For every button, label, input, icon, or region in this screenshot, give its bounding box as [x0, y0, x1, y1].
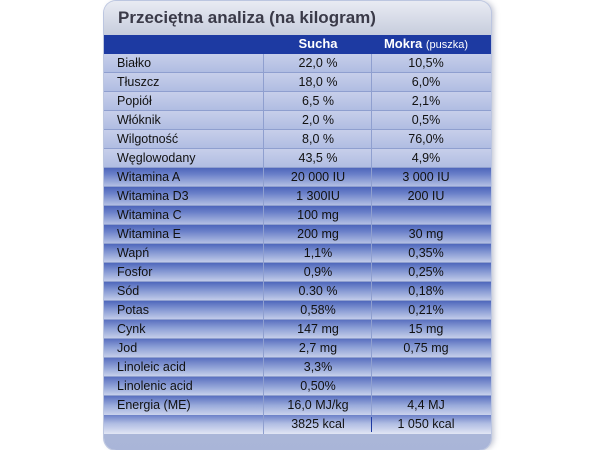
- dry-value: 22,0 %: [298, 56, 338, 70]
- wet-value: 2,1%: [411, 94, 441, 108]
- nutrient-name: Fosfor: [117, 265, 153, 279]
- table-row: Cynk 147 mg 15 mg: [104, 320, 491, 339]
- table-row: Witamina C 100 mg: [104, 206, 491, 225]
- table-row: Potas 0,58% 0,21%: [104, 301, 491, 320]
- wet-value: 30 mg: [408, 227, 444, 241]
- column-header-row: Sucha Mokra (puszka): [104, 35, 491, 54]
- dry-value: 6,5 %: [302, 94, 334, 108]
- table-row: Sód 0.30 % 0,18%: [104, 282, 491, 301]
- table-row: Tłuszcz 18,0 % 6,0%: [104, 73, 491, 92]
- nutrient-name: Włóknik: [117, 113, 161, 127]
- wet-value: 0,18%: [408, 284, 444, 298]
- table-row: Linoleic acid 3,3%: [104, 358, 491, 377]
- nutrient-name: Wilgotność: [117, 132, 179, 146]
- dry-value: 43,5 %: [298, 151, 338, 165]
- table-title: Przeciętna analiza (na kilogram): [118, 8, 376, 27]
- dry-value: 16,0 MJ/kg: [287, 398, 349, 412]
- nutrient-name: Sód: [117, 284, 140, 298]
- nutrition-analysis-card: Przeciętna analiza (na kilogram) Sucha M…: [104, 1, 491, 450]
- nutrition-table: Białko 22,0 % 10,5% Tłuszcz 18,0 % 6,0% …: [104, 54, 491, 434]
- table-row: Białko 22,0 % 10,5%: [104, 54, 491, 73]
- wet-value: 0,5%: [411, 113, 441, 127]
- nutrient-name: Witamina E: [117, 227, 181, 241]
- table-row: Witamina D3 1 300IU 200 IU: [104, 187, 491, 206]
- nutrient-name: Wapń: [117, 246, 150, 260]
- nutrient-name: Linoleic acid: [117, 360, 186, 374]
- dry-value: 2,7 mg: [298, 341, 338, 355]
- wet-value: 76,0%: [408, 132, 444, 146]
- dry-value: 2,0 %: [302, 113, 334, 127]
- wet-value: 4,9%: [411, 151, 441, 165]
- column-divider: [263, 54, 264, 434]
- table-row: Wilgotność 8,0 % 76,0%: [104, 130, 491, 149]
- dry-value: 100 mg: [297, 208, 339, 222]
- dry-value: 0,50%: [300, 379, 336, 393]
- table-row: Linolenic acid 0,50%: [104, 377, 491, 396]
- dry-value: 0,58%: [300, 303, 336, 317]
- table-row: Popiół 6,5 % 2,1%: [104, 92, 491, 111]
- table-row: Włóknik 2,0 % 0,5%: [104, 111, 491, 130]
- wet-value: 6,0%: [411, 75, 441, 89]
- wet-value: 0,21%: [408, 303, 444, 317]
- dry-value: 0.30 %: [298, 284, 338, 298]
- dry-value: 20 000 IU: [290, 170, 346, 184]
- dry-kcal-value: 3825 kcal: [291, 417, 345, 431]
- column-header-wet-note: (puszka): [425, 39, 469, 51]
- nutrient-name: Witamina A: [117, 170, 181, 184]
- nutrient-name: Cynk: [117, 322, 146, 336]
- table-row: Jod 2,7 mg 0,75 mg: [104, 339, 491, 358]
- title-bar: Przeciętna analiza (na kilogram): [104, 1, 491, 35]
- nutrient-name: Witamina C: [117, 208, 182, 222]
- dry-value: 0,9%: [303, 265, 333, 279]
- nutrient-name: Węglowodany: [117, 151, 196, 165]
- column-divider: [371, 54, 372, 415]
- nutrient-name: Białko: [117, 56, 152, 70]
- wet-value: 0,75 mg: [403, 341, 449, 355]
- table-row: Witamina E 200 mg 30 mg: [104, 225, 491, 244]
- energy-kcal-row: 3825 kcal 1 050 kcal: [104, 415, 491, 434]
- nutrient-name: Popiół: [117, 94, 152, 108]
- wet-value: 0,25%: [408, 265, 444, 279]
- table-row: Witamina A 20 000 IU 3 000 IU: [104, 168, 491, 187]
- wet-kcal-value: 1 050 kcal: [397, 417, 455, 431]
- column-divider: [371, 417, 372, 432]
- dry-value: 1 300IU: [296, 189, 340, 203]
- wet-value: 15 mg: [408, 322, 444, 336]
- column-header-wet-label: Mokra: [383, 36, 423, 51]
- dry-value: 1,1%: [303, 246, 333, 260]
- nutrient-name: Potas: [117, 303, 149, 317]
- dry-value: 18,0 %: [298, 75, 338, 89]
- nutrient-name: Witamina D3: [117, 189, 189, 203]
- column-header-dry: Sucha: [298, 36, 338, 51]
- nutrient-name: Tłuszcz: [117, 75, 160, 89]
- dry-value: 147 mg: [297, 322, 339, 336]
- nutrient-name: Energia (ME): [117, 398, 191, 412]
- table-row: Energia (ME) 16,0 MJ/kg 4,4 MJ: [104, 396, 491, 415]
- nutrient-name: Linolenic acid: [117, 379, 193, 393]
- table-row: Fosfor 0,9% 0,25%: [104, 263, 491, 282]
- wet-value: 10,5%: [408, 56, 444, 70]
- wet-value: 4,4 MJ: [407, 398, 445, 412]
- column-header-wet: Mokra (puszka): [372, 36, 480, 51]
- wet-value: 0,35%: [408, 246, 444, 260]
- wet-value: 200 IU: [407, 189, 445, 203]
- dry-value: 8,0 %: [302, 132, 334, 146]
- table-row: Wapń 1,1% 0,35%: [104, 244, 491, 263]
- wet-value: 3 000 IU: [402, 170, 450, 184]
- dry-value: 200 mg: [297, 227, 339, 241]
- table-row: Węglowodany 43,5 % 4,9%: [104, 149, 491, 168]
- dry-value: 3,3%: [303, 360, 333, 374]
- nutrient-name: Jod: [117, 341, 138, 355]
